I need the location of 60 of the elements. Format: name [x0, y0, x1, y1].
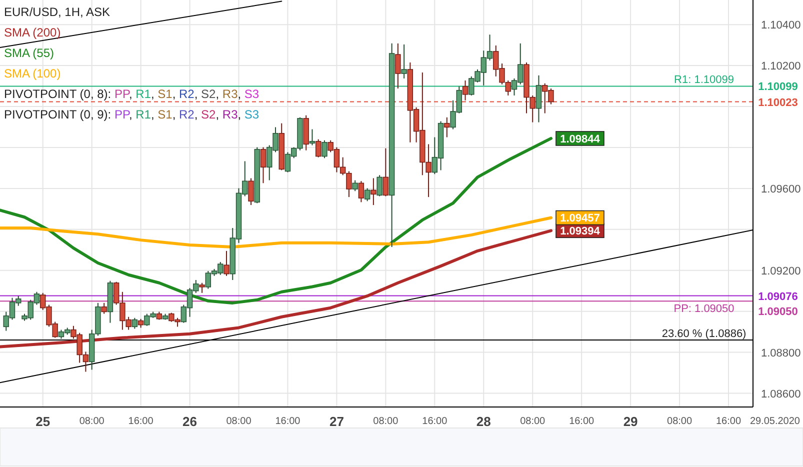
data-label: 1.09457 [560, 212, 600, 225]
x-tick-label: 28 [476, 414, 491, 429]
annotation: PP: 1.09050 [674, 303, 734, 316]
candlestick [224, 250, 230, 276]
text: SMA (100) [4, 66, 61, 80]
candlestick [101, 302, 107, 314]
y-tick-label: 1.10200 [761, 60, 801, 73]
y-tick-label: 1.10400 [761, 20, 801, 32]
candlestick [364, 188, 370, 202]
x-tick-label: 16:00 [275, 416, 301, 427]
candlestick [358, 180, 364, 203]
text: EUR/USD, 1H, ASK [4, 5, 110, 19]
x-tick-label: 16:00 [128, 416, 154, 427]
x-tick-label: 08:00 [667, 416, 692, 427]
candlestick [444, 116, 450, 138]
ref-line-label: 1.09076 [758, 290, 798, 303]
y-tick-label: 1.08600 [761, 388, 801, 400]
candlestick [382, 148, 389, 197]
annotation: 23.60 % (1.0886) [662, 328, 746, 340]
text: PIVOTPOINT (0, 9): PP, R1, S1, R2, S2, R3, S3 [4, 108, 260, 122]
x-tick-label: 08:00 [79, 416, 105, 427]
x-tick-label: 25 [36, 414, 50, 429]
candlestick [352, 180, 358, 192]
y-tick-label: 1.08800 [761, 347, 801, 360]
ref-line-label: 1.10023 [758, 96, 798, 109]
data-label: 1.09394 [560, 226, 601, 238]
y-tick-label: 1.09200 [761, 265, 801, 278]
x-tick-label: 29 [623, 414, 638, 429]
candlestick [376, 174, 382, 197]
x-tick-label: 26 [182, 414, 198, 429]
x-tick-label: 08:00 [226, 416, 252, 427]
text: PIVOTPOINT (0, 8): PP, R1, S1, R2, S2, R3, S3 [4, 87, 260, 101]
candlestick [248, 178, 254, 206]
data-label: 1.09844 [560, 133, 601, 146]
text: SMA (55) [4, 46, 54, 60]
candlestick [260, 146, 266, 184]
candlestick [199, 282, 205, 294]
x-tick-label: 16:00 [422, 416, 448, 427]
candlestick [462, 80, 468, 101]
candlestick [370, 178, 376, 206]
x-tick-label: 27 [329, 414, 344, 429]
line-series [0, 229, 552, 348]
candlestick [401, 44, 407, 79]
text: SMA (200) [4, 26, 61, 40]
ref-line-label: 1.09050 [758, 306, 798, 318]
candlestick [536, 74, 542, 123]
line-series [0, 216, 552, 249]
candlestick [315, 138, 322, 158]
x-tick-label: 16:00 [716, 416, 742, 427]
text: 29.05.2020 [750, 416, 800, 427]
y-tick-label: 1.09600 [761, 183, 801, 196]
candlestick [322, 140, 328, 159]
ref-line-label: 1.10099 [758, 81, 798, 94]
candlestick [309, 128, 316, 146]
candlestick [132, 317, 138, 330]
annotation: R1: 1.10099 [674, 74, 734, 86]
x-tick-label: 16:00 [569, 416, 595, 427]
x-tick-label: 08:00 [520, 416, 546, 427]
x-tick-label: 08:00 [373, 416, 399, 427]
candlestick [395, 42, 401, 89]
